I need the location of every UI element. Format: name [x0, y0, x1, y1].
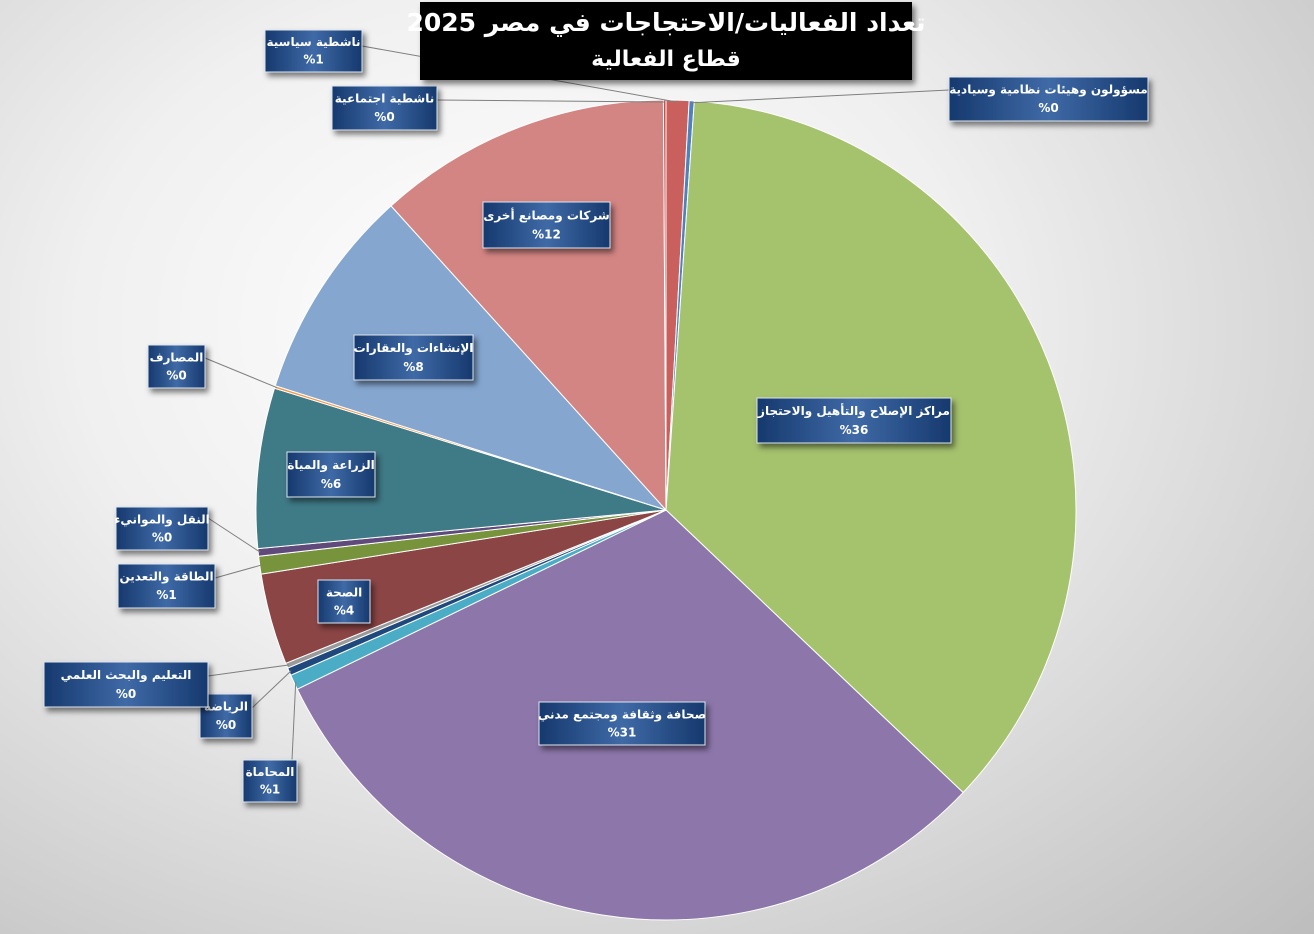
chart-subtitle: قطاع الفعالية [591, 47, 741, 72]
labels: ناشطية سياسية %1 مسؤولون وهيئات نظامية وسي… [43, 29, 1149, 803]
slice-label: مراكز الإصلاح والتأهيل والاحتجاز [757, 403, 950, 419]
label-box [264, 29, 363, 73]
value-label: %1 [303, 53, 323, 67]
value-label: %0 [216, 718, 236, 732]
value-label: %0 [1038, 101, 1058, 115]
value-label: %4 [334, 603, 354, 617]
value-label: %0 [116, 687, 136, 701]
slice-label: الإنشاءات والعقارات [354, 341, 474, 356]
value-label: %1 [260, 783, 280, 797]
value-label: %8 [403, 360, 423, 374]
label-box [317, 579, 371, 624]
slice-label: التعليم والبحث العلمي [61, 668, 192, 683]
label-box [948, 76, 1149, 122]
slice-label: النقل والموانيء [114, 512, 210, 527]
slice-label: الصحة [326, 585, 362, 599]
label-box [147, 344, 206, 389]
label-box [117, 563, 216, 609]
label-box [331, 85, 438, 131]
title-box [420, 2, 912, 80]
label-box [482, 201, 611, 249]
label-box [353, 334, 474, 381]
slice [255, 387, 667, 550]
label-box [115, 506, 209, 551]
label-box [242, 759, 298, 803]
value-label: %31 [608, 725, 637, 739]
leader-line [207, 517, 261, 553]
value-label: %1 [156, 588, 176, 602]
slice-label: مسؤولون وهيئات نظامية وسيادية [949, 83, 1147, 98]
slice-label: المحاماة [246, 765, 295, 779]
slice-label: الرياضة [204, 700, 248, 714]
slice [665, 100, 1077, 794]
slice-label: شركات ومصانع أخرى [483, 207, 609, 223]
value-label: %12 [532, 228, 561, 242]
slice-label: ناشطية سياسية [266, 35, 360, 49]
leader-line [207, 664, 289, 677]
leader-line [436, 99, 665, 103]
value-label: %0 [152, 530, 172, 544]
label-box [538, 701, 706, 746]
value-label: %0 [166, 368, 186, 382]
label-box [43, 661, 209, 708]
chart-title: تعداد الفعاليات/الاحتجاجات في مصر 2025 [406, 8, 925, 38]
slice-label: الزراعة والمياة [287, 458, 374, 473]
leader-line [204, 357, 277, 389]
slice-label: صحافة وثقافة ومجتمع مدني [538, 707, 706, 722]
label-box [756, 397, 952, 444]
leader-line [291, 681, 297, 761]
leader-line [251, 670, 292, 709]
slice-label: ناشطية اجتماعية [335, 92, 434, 106]
pie [255, 99, 1077, 921]
value-label: %36 [840, 423, 869, 437]
slice-label: المصارف [150, 350, 204, 364]
value-label: %6 [321, 477, 341, 491]
leader-line [214, 564, 262, 579]
leader-line [691, 89, 950, 104]
slice-label: الطاقة والتعدين [119, 570, 213, 585]
label-box [199, 693, 253, 739]
label-box [286, 451, 376, 498]
value-label: %0 [374, 110, 394, 124]
